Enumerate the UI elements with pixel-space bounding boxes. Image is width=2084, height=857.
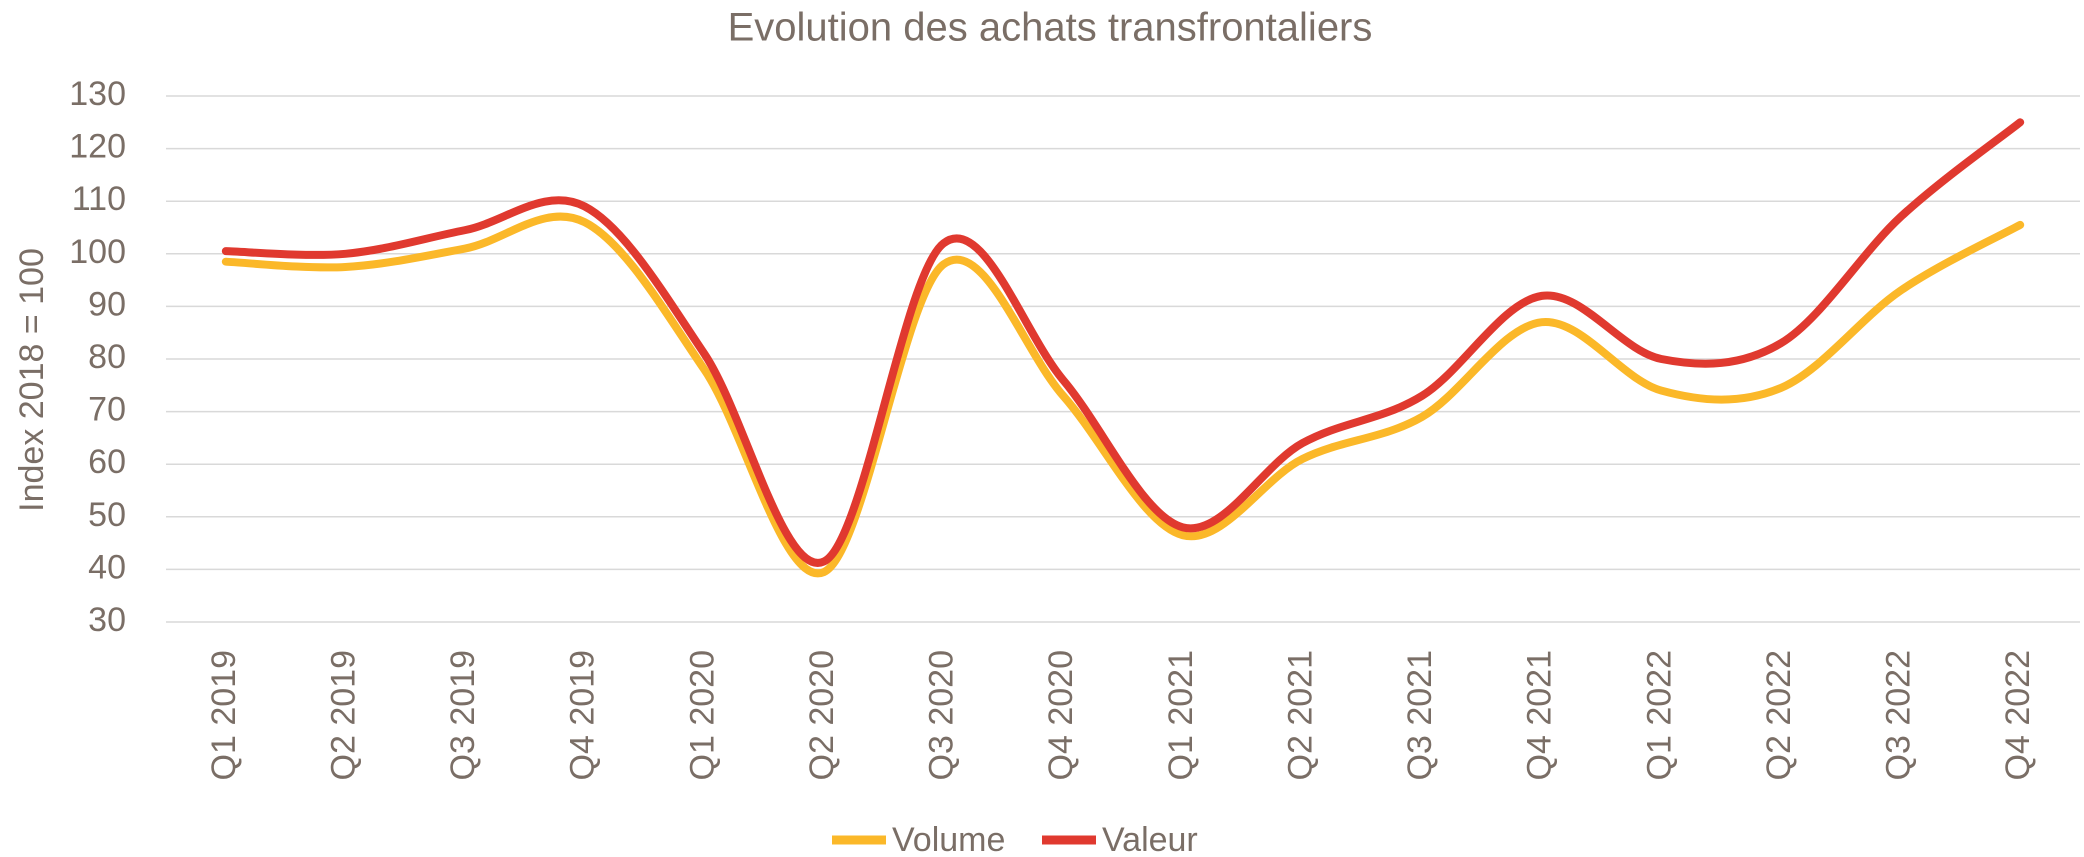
x-tick-label: Q2 2020 [803,650,841,780]
y-tick-label: 110 [72,180,126,218]
y-tick-label: 30 [88,601,126,639]
x-tick-label: Q4 2019 [564,650,602,780]
x-tick-label: Q3 2019 [444,650,482,780]
x-tick-label: Q3 2021 [1401,650,1439,780]
y-tick-label: 60 [88,443,126,481]
legend-label: Valeur [1102,821,1198,857]
y-tick-label: 70 [88,391,126,429]
y-tick-label: 80 [88,338,126,376]
x-tick-label: Q4 2022 [1999,650,2037,780]
legend-label: Volume [892,821,1005,857]
y-tick-label: 100 [69,233,126,271]
chart-title: Evolution des achats transfrontaliers [728,6,1373,50]
x-tick-label: Q2 2021 [1281,650,1319,780]
x-tick-label: Q1 2022 [1640,650,1678,780]
x-tick-label: Q2 2019 [324,650,362,780]
x-tick-label: Q3 2020 [923,650,961,780]
y-tick-label: 120 [69,128,126,166]
x-tick-label: Q4 2021 [1521,650,1559,780]
y-tick-label: 90 [88,285,126,323]
x-tick-label: Q1 2021 [1162,650,1200,780]
x-tick-label: Q2 2022 [1760,650,1798,780]
y-tick-label: 40 [88,548,126,586]
x-tick-label: Q1 2019 [205,650,243,780]
x-tick-label: Q4 2020 [1042,650,1080,780]
x-tick-label: Q3 2022 [1880,650,1918,780]
x-tick-label: Q1 2020 [683,650,721,780]
y-tick-label: 50 [88,496,126,534]
series-line [221,212,2025,578]
series-line [221,118,2025,567]
y-tick-label: 130 [69,75,126,113]
y-axis-label: Index 2018 = 100 [13,248,51,512]
